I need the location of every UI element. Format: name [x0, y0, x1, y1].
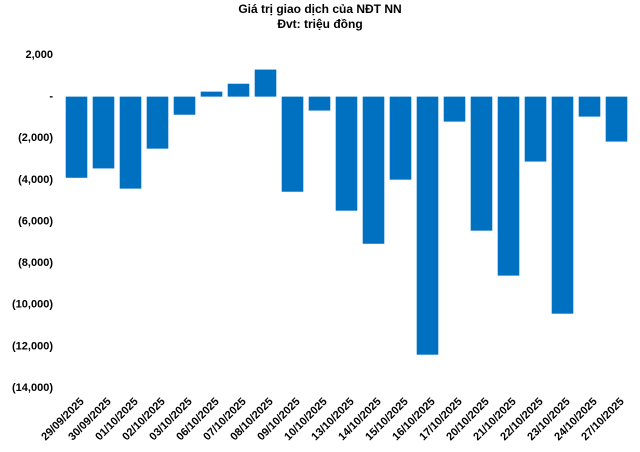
bar — [281, 96, 304, 192]
bar — [254, 69, 277, 97]
y-tick-label: (2,000) — [18, 132, 53, 144]
bar — [362, 96, 385, 244]
bar — [389, 96, 412, 180]
y-tick-label: (10,000) — [12, 299, 53, 311]
bar — [227, 83, 250, 97]
y-tick-label: (4,000) — [18, 174, 53, 186]
y-tick-label: - — [49, 91, 53, 103]
bar — [65, 96, 88, 178]
bar — [173, 96, 196, 115]
bar — [416, 96, 439, 355]
bar — [605, 96, 628, 142]
y-tick-label: (12,000) — [12, 340, 53, 352]
y-tick-label: 2,000 — [25, 49, 53, 61]
bar — [524, 96, 547, 162]
bar — [551, 96, 574, 314]
bar — [443, 96, 466, 122]
y-tick-label: (14,000) — [12, 382, 53, 394]
y-tick-label: (8,000) — [18, 257, 53, 269]
bar — [308, 96, 331, 111]
bar — [119, 96, 142, 189]
bar — [200, 91, 223, 97]
bar — [578, 96, 601, 117]
bar — [146, 96, 169, 149]
bar — [497, 96, 520, 276]
bar — [470, 96, 493, 231]
chart-subtitle: Đvt: triệu đồng — [277, 17, 362, 31]
y-tick-label: (6,000) — [18, 215, 53, 227]
chart-title: Giá trị giao dịch của NĐT NN — [238, 2, 401, 16]
bar — [92, 96, 115, 169]
bar — [335, 96, 358, 211]
